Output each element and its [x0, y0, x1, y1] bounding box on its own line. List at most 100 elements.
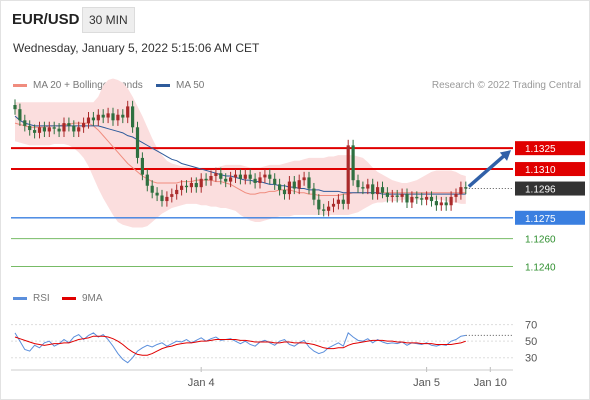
candle: [258, 177, 262, 183]
legend-rsi-label: RSI: [33, 293, 50, 304]
ma50-swatch: [156, 84, 170, 87]
candle: [209, 176, 213, 181]
candle: [150, 185, 154, 193]
candle: [425, 196, 429, 200]
candle: [101, 114, 105, 118]
candle: [238, 174, 242, 179]
price-tag-label: 1.1325: [525, 144, 556, 155]
candle: [376, 187, 380, 195]
candle: [449, 196, 453, 206]
candle: [341, 199, 345, 204]
ma20-line: [14, 122, 466, 196]
rsi-swatch: [13, 297, 27, 300]
projection-arrowhead: [499, 150, 511, 161]
candle: [312, 188, 316, 200]
candle: [62, 123, 66, 132]
price-tag-1.1260: 1.1260: [525, 235, 556, 246]
rsi-tick-label: 30: [525, 353, 537, 365]
timeframe-button[interactable]: 30 MIN: [82, 7, 135, 33]
symbol-label: EUR/USD: [12, 11, 80, 28]
candle: [444, 202, 448, 206]
x-tick-label: Jan 10: [474, 377, 507, 389]
candle: [155, 192, 159, 196]
legend-ma20: MA 20 + Bollinger Bands: [13, 80, 143, 91]
candle: [371, 184, 375, 195]
candle: [395, 195, 399, 197]
candle: [287, 181, 291, 195]
candle: [96, 114, 100, 121]
candle: [248, 174, 252, 179]
candle: [385, 192, 389, 197]
candle: [165, 196, 169, 202]
candle: [307, 177, 311, 189]
legend-ma50: MA 50: [156, 80, 204, 91]
price-tag-1.1275: 1.1275: [515, 210, 585, 225]
candle: [434, 201, 438, 206]
projection-arrow: [467, 151, 509, 188]
datetime-label: Wednesday, January 5, 2022 5:15:06 AM CE…: [13, 41, 260, 55]
candle: [106, 113, 110, 118]
candle: [219, 173, 223, 179]
candle: [327, 206, 331, 211]
candle: [429, 196, 434, 202]
bollinger-band: [15, 78, 466, 228]
rsi-tick-label: 70: [525, 320, 537, 332]
candle: [454, 194, 458, 197]
candle: [410, 196, 414, 203]
price-tag-label: 1.1240: [525, 263, 556, 274]
candle: [204, 178, 208, 181]
candle: [336, 199, 340, 204]
price-tag-label: 1.1310: [525, 165, 556, 176]
price-tag-label: 1.1275: [525, 214, 556, 225]
candle: [86, 117, 91, 124]
price-tag-1.1240: 1.1240: [525, 263, 556, 274]
price-tag-1.1310: 1.1310: [515, 162, 585, 177]
candle: [263, 174, 267, 178]
candle: [415, 196, 419, 199]
candle: [140, 157, 144, 175]
candle: [420, 198, 424, 200]
candle: [243, 174, 247, 179]
price-tag-1.1296: 1.1296: [515, 181, 585, 196]
candle: [297, 180, 301, 189]
ma9-line: [14, 335, 466, 356]
price-tag-bg: [515, 162, 585, 177]
candle: [28, 125, 32, 131]
candle: [184, 185, 189, 188]
x-tick-label: Jan 5: [413, 377, 440, 389]
candle: [351, 145, 355, 181]
legend-rsi: RSI: [13, 293, 50, 304]
candle: [175, 189, 179, 195]
candle: [253, 178, 257, 183]
ma9-swatch: [62, 297, 76, 300]
x-tick-label: Jan 4: [188, 377, 215, 389]
candle: [126, 106, 130, 118]
candle: [346, 145, 350, 204]
candle: [77, 127, 81, 132]
candle: [33, 130, 37, 133]
candle: [464, 187, 468, 189]
candle: [135, 127, 140, 158]
candle: [160, 195, 164, 202]
candle: [189, 182, 193, 188]
price-tag-label: 1.1260: [525, 235, 556, 246]
candle: [400, 194, 404, 197]
legend-9ma-label: 9MA: [82, 293, 103, 304]
candle: [194, 182, 198, 188]
candle: [322, 209, 326, 211]
candle: [366, 184, 370, 189]
candle: [439, 202, 443, 206]
candle: [282, 189, 287, 195]
candle: [131, 106, 135, 128]
candle: [361, 187, 365, 189]
candle: [302, 177, 306, 181]
ma20-swatch: [13, 84, 27, 87]
candle: [268, 174, 272, 179]
candle: [331, 203, 336, 207]
legend-ma50-label: MA 50: [176, 80, 205, 91]
candle: [180, 185, 184, 190]
candle: [278, 184, 282, 190]
price-tag-1.1325: 1.1325: [515, 141, 585, 156]
candle: [72, 125, 76, 132]
